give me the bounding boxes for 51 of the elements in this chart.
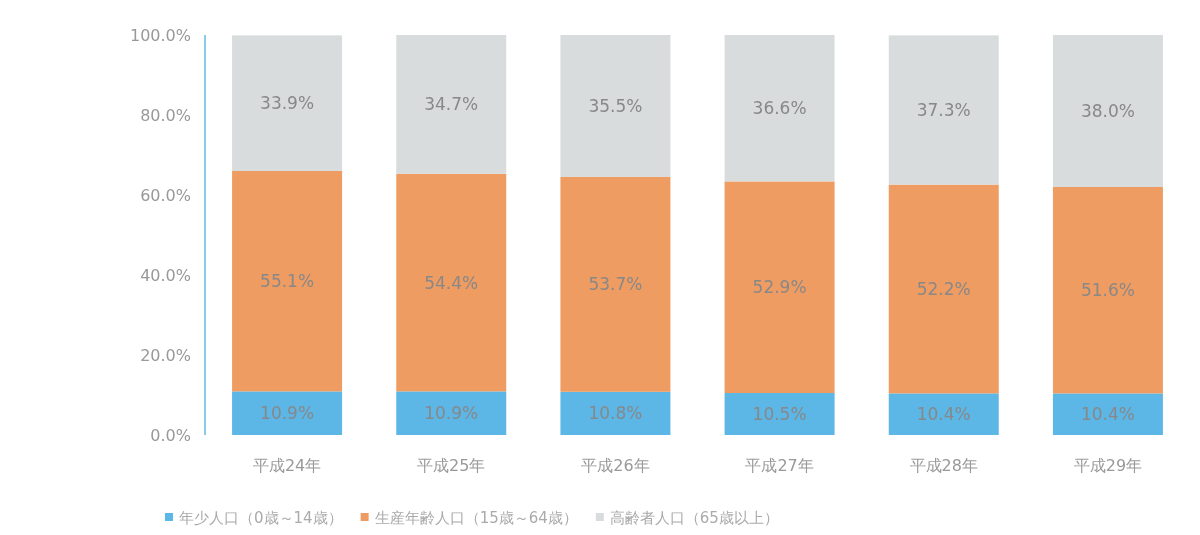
- bar: [396, 35, 507, 174]
- data-label: 51.6%: [1080, 280, 1135, 301]
- bar: [396, 173, 507, 392]
- data-label: 55.1%: [260, 271, 315, 292]
- data-label: 10.4%: [916, 404, 971, 425]
- data-label: 10.9%: [424, 403, 479, 424]
- data-label: 36.6%: [752, 98, 807, 119]
- data-label: 53.7%: [588, 274, 643, 295]
- bar: [560, 177, 671, 392]
- data-label: 35.5%: [588, 96, 643, 116]
- legend-label: 生産年齢人口（15歳～64歳）: [374, 509, 578, 527]
- bar: [232, 171, 343, 392]
- bar: [232, 35, 343, 171]
- x-tick-label: 平成28年: [909, 456, 978, 475]
- x-tick-label: 平成26年: [581, 456, 650, 475]
- data-label: 34.7%: [424, 94, 479, 115]
- data-label: 10.9%: [260, 403, 315, 424]
- bar: [724, 181, 835, 393]
- x-tick-label: 平成24年: [252, 456, 322, 475]
- bar: [888, 393, 999, 435]
- bar: [888, 184, 999, 394]
- y-tick-label: 20.0%: [140, 346, 191, 365]
- data-label: 33.9%: [260, 93, 315, 114]
- x-tick-label: 平成27年: [745, 456, 814, 475]
- y-tick-label: 0.0%: [150, 426, 191, 445]
- y-tick-label: 100.0%: [129, 26, 191, 45]
- data-label: 10.4%: [1080, 404, 1135, 425]
- data-label: 10.5%: [752, 404, 807, 424]
- bar: [1052, 35, 1163, 187]
- data-label: 52.2%: [916, 279, 971, 299]
- bar: [396, 391, 507, 435]
- y-tick-label: 80.0%: [140, 106, 191, 125]
- bar: [724, 393, 835, 435]
- data-label: 37.3%: [916, 100, 971, 120]
- x-tick-label: 平成29年: [1073, 456, 1143, 475]
- data-label: 38.0%: [1080, 101, 1135, 121]
- bar: [560, 35, 671, 177]
- y-tick-label: 60.0%: [140, 186, 191, 205]
- bar: [888, 35, 999, 185]
- bar: [232, 391, 343, 435]
- x-tick-label: 平成25年: [417, 456, 486, 475]
- bar: [560, 391, 671, 435]
- legend-label: 年少人口（0歳～14歳）: [179, 509, 343, 527]
- data-label: 52.9%: [752, 277, 807, 298]
- bar: [724, 35, 835, 182]
- bar: [1052, 187, 1163, 394]
- legend-label: 高齢者人口（65歳以上）: [609, 509, 779, 527]
- y-tick-label: 40.0%: [140, 266, 191, 285]
- data-label: 54.4%: [424, 272, 479, 293]
- data-label: 10.8%: [588, 403, 643, 424]
- bar: [1052, 393, 1163, 435]
